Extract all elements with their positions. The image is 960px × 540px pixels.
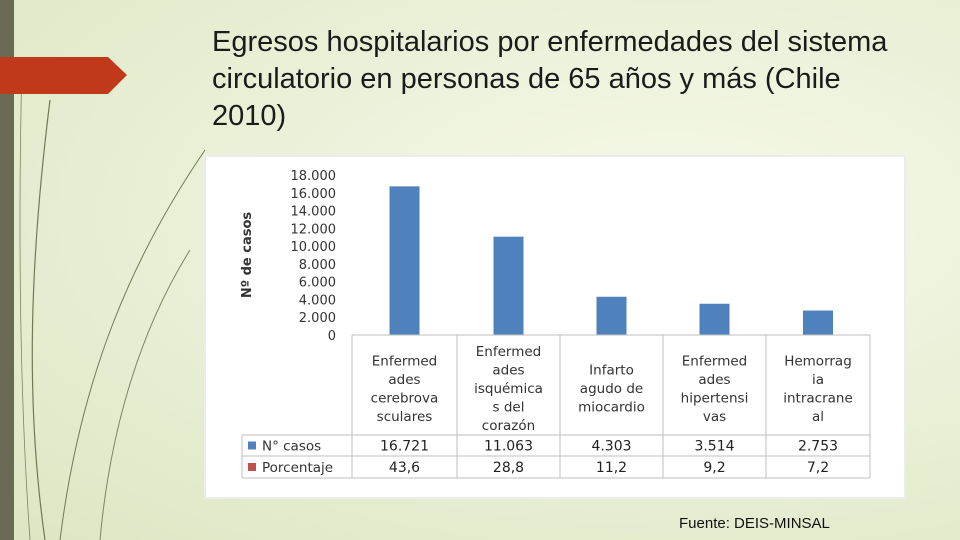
legend-marker	[248, 463, 256, 471]
chart-panel: Nº de casos 18.000 16.000 14.000 12.000 10.00…	[204, 155, 906, 499]
y-tick-label: 8.000	[299, 258, 336, 273]
category-label: ades	[388, 372, 420, 388]
accent-arrow-polygon	[0, 57, 127, 94]
data-label: 11.063	[484, 439, 533, 455]
chart-border	[204, 155, 906, 499]
bar-4	[699, 303, 730, 335]
category-label: isquémica	[474, 381, 543, 397]
category-label: Infarto	[589, 363, 634, 379]
category-label: Hemorrag	[784, 353, 852, 369]
category-label: hipertensi	[681, 390, 749, 406]
source-caption: Fuente: DEIS-MINSAL	[679, 515, 830, 532]
y-axis-label: Nº de casos	[240, 212, 255, 299]
category-label: s del	[493, 400, 525, 416]
category-label: agudo de	[580, 381, 643, 397]
category-label: al	[812, 409, 824, 425]
legend-label: Porcentaje	[262, 460, 333, 476]
bar-2	[493, 236, 524, 335]
y-tick-label: 6.000	[299, 276, 336, 291]
bar-5	[803, 310, 833, 335]
data-label: 43,6	[389, 460, 420, 476]
data-label: 3.514	[694, 439, 734, 455]
y-tick-label: 10.000	[291, 240, 337, 255]
left-decorative-bar	[0, 0, 14, 540]
category-label: Enfermed	[682, 353, 747, 369]
data-label: 16.721	[380, 439, 429, 455]
accent-arrow-shape	[0, 57, 127, 94]
category-label: Enfermed	[372, 353, 437, 369]
category-label: ia	[812, 372, 824, 388]
bar-1	[389, 186, 420, 335]
data-label: 9,2	[703, 460, 725, 476]
bar-chart: Nº de casos 18.000 16.000 14.000 12.000 10.00…	[204, 155, 906, 499]
y-tick-label: 16.000	[291, 187, 337, 202]
y-tick-label: 2.000	[299, 311, 336, 326]
category-label: miocardio	[578, 400, 645, 416]
y-tick-label: 12.000	[291, 222, 337, 237]
category-label: cerebrova	[371, 390, 439, 406]
category-label: sculares	[377, 409, 433, 425]
y-tick-label: 14.000	[291, 205, 337, 220]
y-tick-label: 18.000	[291, 169, 337, 184]
category-label: intracrane	[783, 390, 853, 406]
category-label: corazón	[482, 418, 535, 434]
category-label: ades	[698, 372, 730, 388]
bar-3	[596, 296, 627, 335]
data-label: 11,2	[596, 460, 627, 476]
slide-title: Egresos hospitalarios por enfermedades d…	[212, 26, 888, 132]
y-tick-label: 4.000	[299, 293, 336, 308]
legend-label: N° casos	[262, 439, 321, 455]
category-label: Enfermed	[476, 344, 541, 360]
data-label: 28,8	[493, 460, 524, 476]
data-label: 4.303	[591, 439, 631, 455]
category-label: ades	[492, 363, 524, 379]
legend-marker	[248, 441, 256, 450]
category-label: vas	[703, 409, 726, 425]
data-label: 2.753	[798, 439, 838, 455]
y-tick-label: 0	[328, 329, 336, 344]
data-label: 7,2	[807, 460, 829, 476]
